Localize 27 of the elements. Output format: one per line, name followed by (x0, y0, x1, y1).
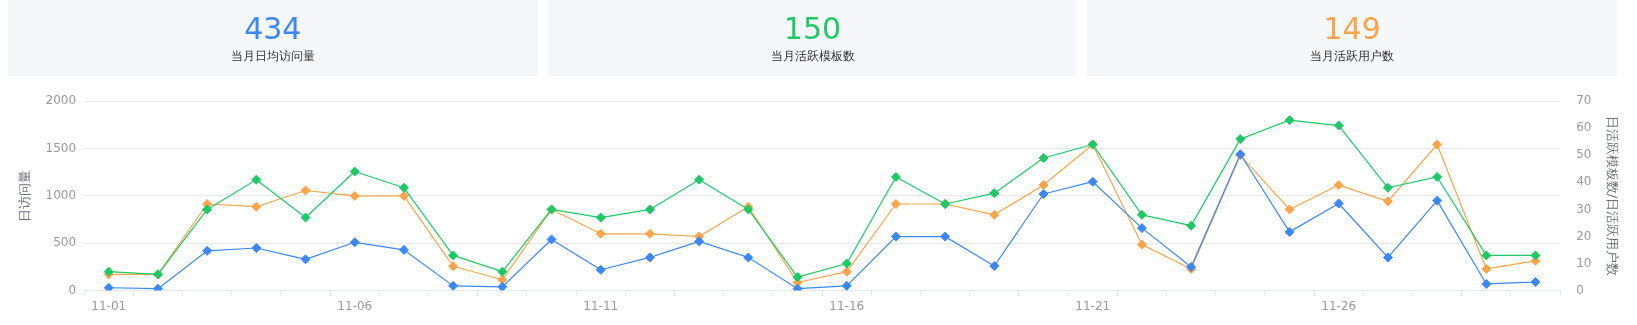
y2-axis-title: 日活跃模板数/日活跃用户数 (1604, 115, 1620, 277)
y-tick-label: 0 (68, 282, 77, 297)
y2-tick-label: 70 (1576, 93, 1592, 108)
data-label: 149 (1322, 10, 1382, 46)
category-label: 当月活跃用户数 (1310, 47, 1395, 65)
y2-tick-label: 10 (1576, 255, 1592, 270)
y2-tick-label: 50 (1576, 147, 1592, 162)
x-tick-label: 11-01 (91, 298, 127, 313)
y-tick-label: 1500 (45, 140, 77, 155)
x-tick-label: 11-26 (1321, 298, 1357, 313)
data-label: 150 (782, 10, 843, 46)
x-tick-label: 11-06 (337, 298, 373, 313)
x-tick-label: 11-16 (829, 298, 865, 313)
x-tick-label: 11-21 (1075, 298, 1111, 313)
y-tick-label: 1000 (45, 188, 77, 203)
data-label: 434 (243, 10, 303, 46)
y2-tick-label: 60 (1576, 120, 1592, 135)
y2-tick-label: 30 (1576, 201, 1592, 216)
y2-tick-label: 0 (1576, 282, 1584, 297)
y2-tick-label: 20 (1576, 228, 1592, 243)
y-tick-label: 2000 (45, 93, 77, 108)
category-label: 当月日均访问量 (230, 47, 315, 65)
y-tick-label: 500 (53, 235, 77, 250)
category-label: 当月活跃模板数 (770, 47, 855, 65)
y2-tick-label: 40 (1576, 174, 1592, 189)
y-axis-title: 日访问量 (17, 169, 33, 222)
x-tick-label: 11-11 (583, 298, 619, 313)
